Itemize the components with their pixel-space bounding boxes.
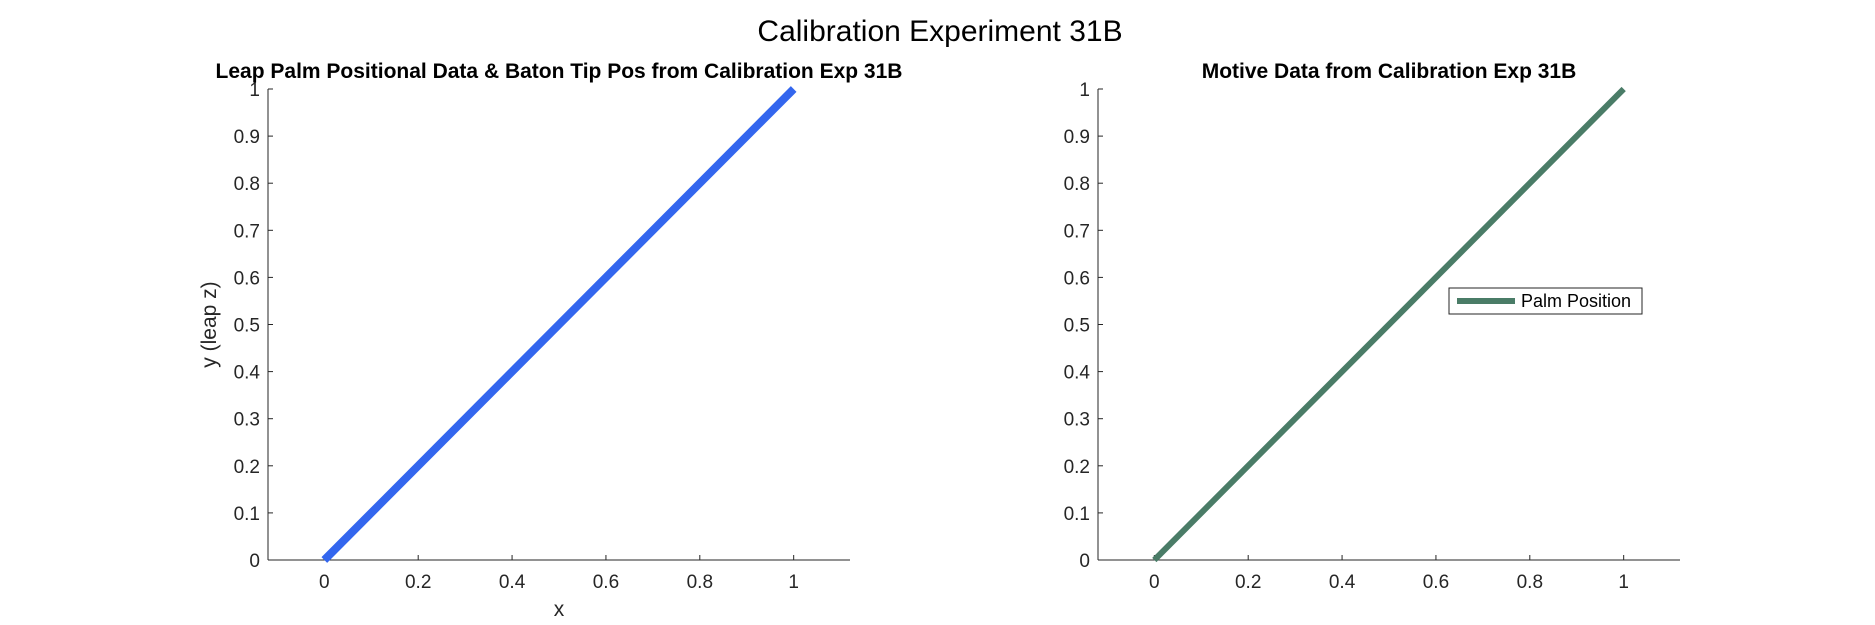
y-tick-label: 0.2 (1064, 457, 1090, 478)
right-chart: Motive Data from Calibration Exp 31B 0 0.2… (1064, 60, 1680, 593)
y-tick-label: 1 (249, 80, 260, 101)
y-tick-label: 0.2 (234, 457, 260, 478)
figure-title: Calibration Experiment 31B (757, 15, 1122, 48)
y-tick-label: 0.7 (1064, 221, 1090, 242)
y-tick-label: 0.3 (234, 410, 260, 431)
x-tick-label: 0 (1149, 572, 1160, 593)
y-tick-label: 0 (1079, 551, 1090, 572)
y-tick-label: 0.6 (234, 268, 260, 289)
y-tick-label: 0.5 (1064, 316, 1090, 337)
legend-label: Palm Position (1521, 291, 1631, 311)
y-tick-label: 0.3 (1064, 410, 1090, 431)
x-tick-label: 0.2 (1235, 572, 1261, 593)
plots: Leap Palm Positional Data & Baton Tip Po… (198, 60, 1680, 621)
legend: Palm Position (1448, 287, 1643, 315)
y-tick-label: 0.4 (1064, 363, 1091, 384)
y-tick-label: 0.9 (1064, 127, 1090, 148)
x-tick-label: 0.4 (499, 572, 526, 593)
series-line (1152, 86, 1626, 563)
left-chart: Leap Palm Positional Data & Baton Tip Po… (198, 60, 902, 621)
y-tick-label: 0.8 (234, 174, 260, 195)
y-tick-label: 0.5 (234, 316, 260, 337)
x-tick-label: 1 (1618, 572, 1629, 593)
x-tick-label: 1 (788, 572, 799, 593)
y-tick-label: 0.7 (234, 221, 260, 242)
x-tick-label: 0.2 (405, 572, 431, 593)
x-tick-label: 0.8 (1517, 572, 1543, 593)
y-tick-label: 0.1 (1064, 504, 1090, 525)
y-tick-label: 0.8 (1064, 174, 1090, 195)
x-tick-label: 0.4 (1329, 572, 1356, 593)
x-tick-label: 0.8 (687, 572, 713, 593)
x-axis-label: x (554, 598, 565, 621)
y-tick-label: 0.9 (234, 127, 260, 148)
x-tick-label: 0.6 (1423, 572, 1449, 593)
y-tick-label: 0.1 (234, 504, 260, 525)
y-axis-label: y (leap z) (198, 281, 221, 367)
x-tick-label: 0 (319, 572, 330, 593)
y-tick-label: 1 (1079, 80, 1090, 101)
x-tick-label: 0.6 (593, 572, 619, 593)
y-tick-label: 0.4 (234, 363, 261, 384)
series-line (321, 86, 797, 563)
chart-title: Leap Palm Positional Data & Baton Tip Po… (216, 60, 903, 83)
chart-title: Motive Data from Calibration Exp 31B (1202, 60, 1577, 83)
y-tick-label: 0.6 (1064, 268, 1090, 289)
y-tick-label: 0 (249, 551, 260, 572)
